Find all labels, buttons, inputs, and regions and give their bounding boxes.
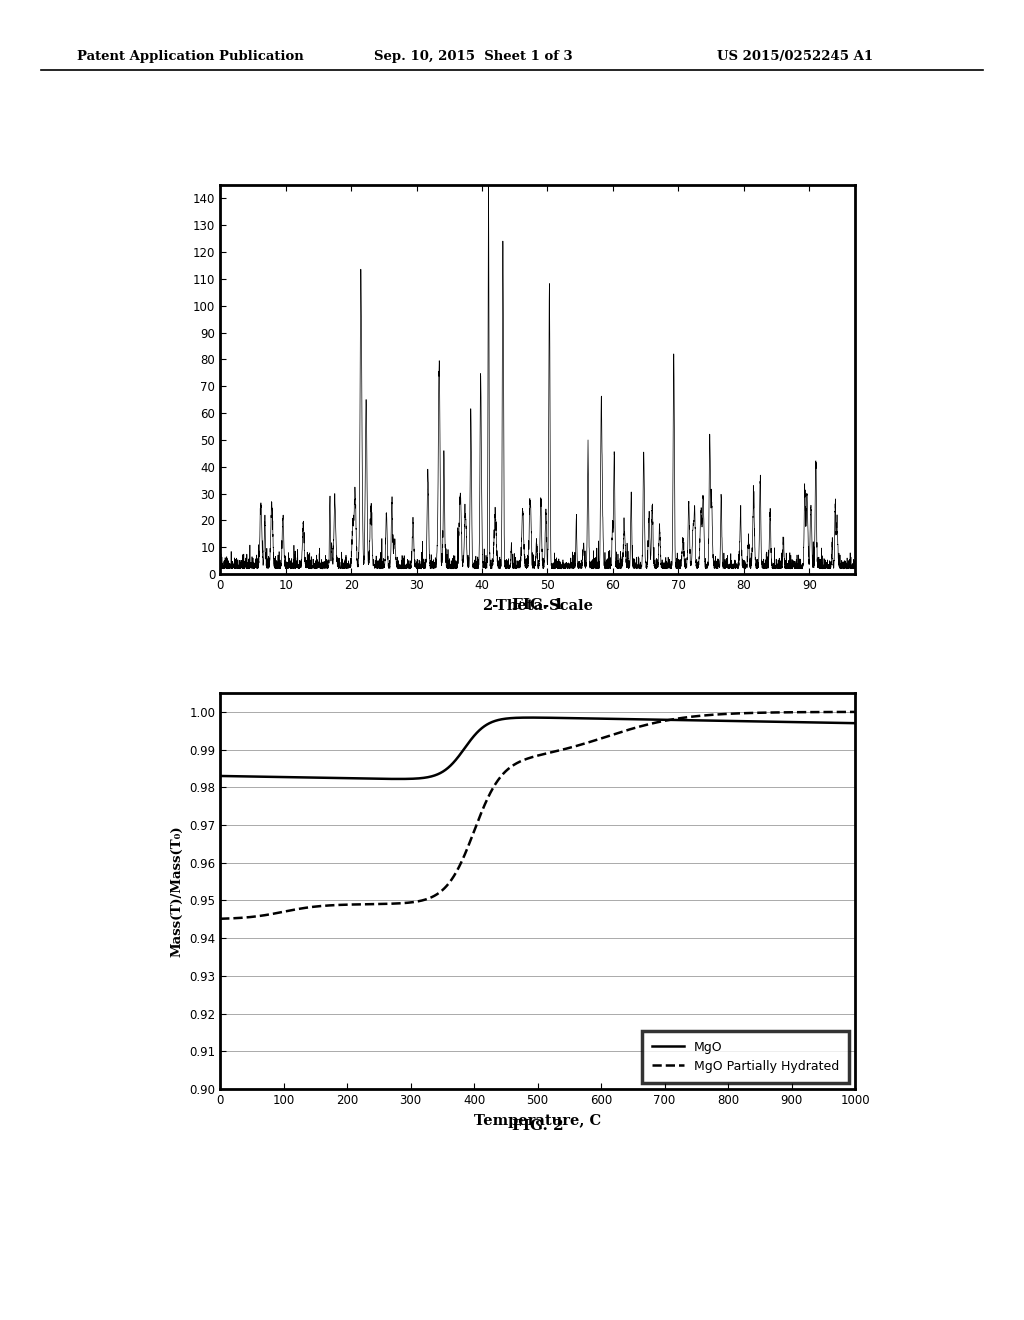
MgO Partially Hydrated [458,849,470,865]
MgO [287,770,299,785]
Line: MgO: MgO [220,718,855,779]
MgO [325,770,337,785]
MgO Partially Hydrated [768,705,780,721]
MgO Partially Hydrated [485,784,498,800]
MgO [849,715,861,731]
MgO [458,742,470,758]
MgO [392,771,404,787]
Y-axis label: Mass(T)/Mass(T₀): Mass(T)/Mass(T₀) [171,825,183,957]
MgO Partially Hydrated [325,898,337,913]
Text: Sep. 10, 2015  Sheet 1 of 3: Sep. 10, 2015 Sheet 1 of 3 [374,50,572,63]
MgO Partially Hydrated [837,704,849,719]
MgO [485,714,498,730]
Text: FIG. 2: FIG. 2 [512,1119,563,1134]
Text: FIG. 1: FIG. 1 [512,598,563,612]
MgO [837,715,849,731]
X-axis label: Temperature, C: Temperature, C [474,1114,601,1127]
MgO [214,768,226,784]
Line: MgO Partially Hydrated: MgO Partially Hydrated [220,711,855,919]
Legend: MgO, MgO Partially Hydrated: MgO, MgO Partially Hydrated [642,1031,849,1082]
MgO Partially Hydrated [849,704,861,719]
Text: Patent Application Publication: Patent Application Publication [77,50,303,63]
X-axis label: 2-Theta-Scale: 2-Theta-Scale [482,599,593,612]
MgO [768,714,780,730]
MgO Partially Hydrated [214,911,226,927]
Text: US 2015/0252245 A1: US 2015/0252245 A1 [717,50,872,63]
MgO Partially Hydrated [287,902,299,917]
MgO [524,710,537,726]
